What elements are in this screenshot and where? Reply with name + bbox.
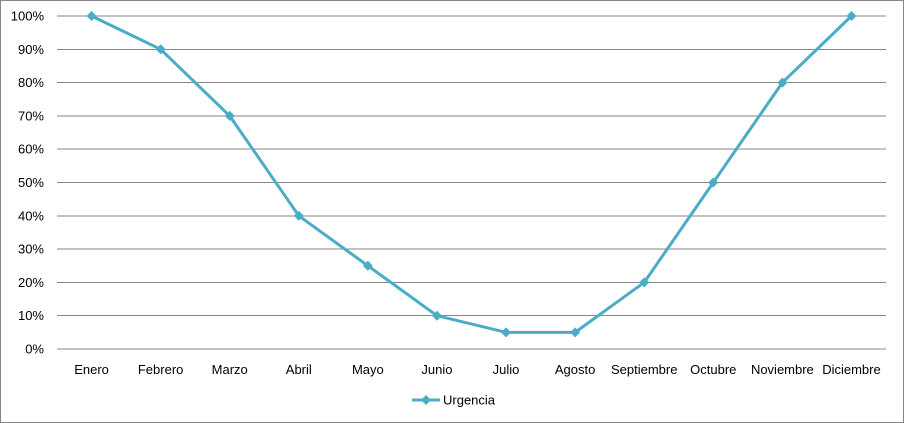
y-tick-label: 50% <box>18 175 44 190</box>
y-tick-label: 100% <box>11 9 45 24</box>
y-tick-label: 0% <box>25 342 44 357</box>
y-tick-label: 30% <box>18 242 44 257</box>
data-point-marker <box>846 11 857 21</box>
x-tick-label: Febrero <box>138 362 184 377</box>
data-point-marker <box>431 310 442 321</box>
x-tick-label: Mayo <box>352 362 384 377</box>
data-point-marker <box>777 77 788 88</box>
x-tick-label: Septiembre <box>611 362 677 377</box>
series-lines <box>86 11 857 338</box>
x-tick-label: Julio <box>493 362 520 377</box>
x-tick-label: Enero <box>74 362 109 377</box>
legend-diamond-marker <box>421 395 431 405</box>
y-tick-label: 80% <box>18 75 44 90</box>
y-tick-label: 70% <box>18 108 44 123</box>
legend-label: Urgencia <box>443 393 496 408</box>
y-tick-label: 10% <box>18 308 44 323</box>
x-tick-label: Noviembre <box>751 362 814 377</box>
series-line <box>90 14 853 334</box>
y-tick-label: 60% <box>18 142 44 157</box>
y-tick-label: 20% <box>18 275 44 290</box>
data-point-marker <box>708 177 719 188</box>
data-point-marker <box>155 44 166 55</box>
data-point-marker <box>639 277 650 288</box>
data-point-marker <box>362 260 373 271</box>
data-point-marker <box>293 210 304 221</box>
y-tick-label: 40% <box>18 208 44 223</box>
x-tick-label: Marzo <box>212 362 248 377</box>
y-tick-label: 90% <box>18 42 44 57</box>
data-point-marker <box>86 11 97 21</box>
x-tick-label: Octubre <box>690 362 736 377</box>
gridlines <box>57 15 886 317</box>
data-point-marker <box>570 327 581 338</box>
x-tick-label: Diciembre <box>822 362 881 377</box>
x-tick-label: Junio <box>421 362 452 377</box>
y-axis-tick-labels: 0% 10% 20% 30% 40% 50% 60% 70% 80% 90% 100% <box>11 9 45 357</box>
x-tick-label: Agosto <box>555 362 595 377</box>
data-point-marker <box>224 110 235 121</box>
legend: Urgencia <box>412 393 496 408</box>
x-tick-label: Abril <box>286 362 312 377</box>
x-axis-tick-labels: Enero Febrero Marzo Abril Mayo Junio Julio Agos… <box>74 362 881 377</box>
data-point-marker <box>501 327 512 338</box>
